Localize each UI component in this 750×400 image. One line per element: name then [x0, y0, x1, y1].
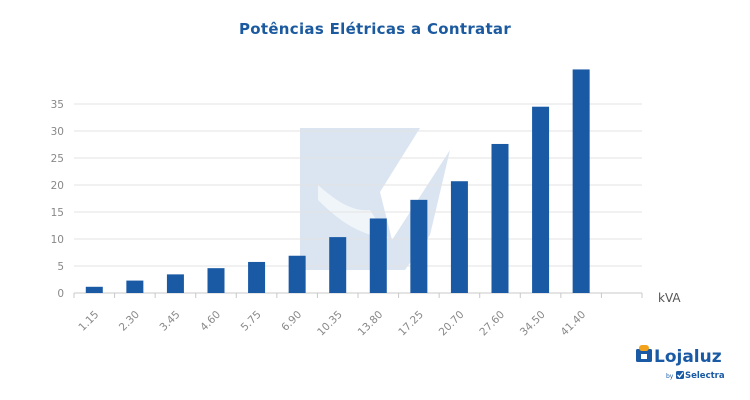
y-tick-label: 35	[51, 99, 64, 111]
y-tick-label: 20	[51, 180, 64, 192]
bar-6-90	[288, 255, 306, 293]
chart-title: Potências Elétricas a Contratar	[239, 20, 511, 38]
logo-partner: Selectra	[685, 371, 725, 381]
bar-10-35	[329, 237, 347, 293]
y-axis-ticks: 0 5 10 15 20 25 30 35	[51, 99, 64, 300]
y-tick-label: 30	[51, 126, 64, 138]
x-tick-label: 3.45	[158, 309, 183, 334]
bars	[85, 69, 590, 293]
bar-3-45	[166, 274, 184, 293]
x-tick-label: 1.15	[76, 309, 101, 334]
x-tick-label: 13.80	[356, 309, 386, 339]
lamp-icon	[636, 345, 652, 362]
bar-1-15	[85, 286, 103, 293]
bar-34-50	[532, 106, 550, 293]
x-tick-label: 34.50	[518, 309, 548, 339]
bar-4-60	[207, 268, 225, 293]
x-tick-label: 17.25	[396, 309, 426, 339]
bar-17-25	[410, 199, 428, 293]
selectra-check-icon	[676, 371, 684, 379]
logo-by: by	[666, 373, 674, 380]
x-tick-label: 41.40	[559, 309, 589, 339]
x-tick-label: 6.90	[279, 309, 304, 334]
x-tick-label: 20.70	[437, 309, 467, 339]
y-tick-label: 0	[57, 288, 64, 300]
x-tick-label: 27.60	[477, 309, 507, 339]
x-axis-label: kVA	[658, 291, 681, 305]
bar-5-75	[248, 261, 266, 293]
x-tick-label: 4.60	[198, 309, 223, 334]
y-tick-label: 10	[51, 234, 64, 246]
bar-27-60	[491, 143, 509, 293]
bar-13-80	[369, 218, 387, 293]
x-tick-label: 10.35	[315, 309, 345, 339]
bar-20-70	[450, 181, 468, 293]
x-tick-label: 5.75	[239, 309, 264, 334]
logo-name: Lojaluz	[654, 347, 722, 367]
x-tick-label: 2.30	[117, 309, 142, 334]
bar-41-40	[572, 69, 590, 293]
x-axis-ticks: 1.15 2.30 3.45 4.60 5.75 6.90 10.35 13.80 17.25 2…	[76, 309, 588, 339]
lojaluz-logo: Lojaluz by Selectra	[636, 345, 725, 381]
y-tick-label: 15	[51, 207, 64, 219]
y-tick-label: 5	[57, 261, 64, 273]
y-tick-label: 25	[51, 153, 64, 165]
bar-2-30	[126, 280, 144, 293]
